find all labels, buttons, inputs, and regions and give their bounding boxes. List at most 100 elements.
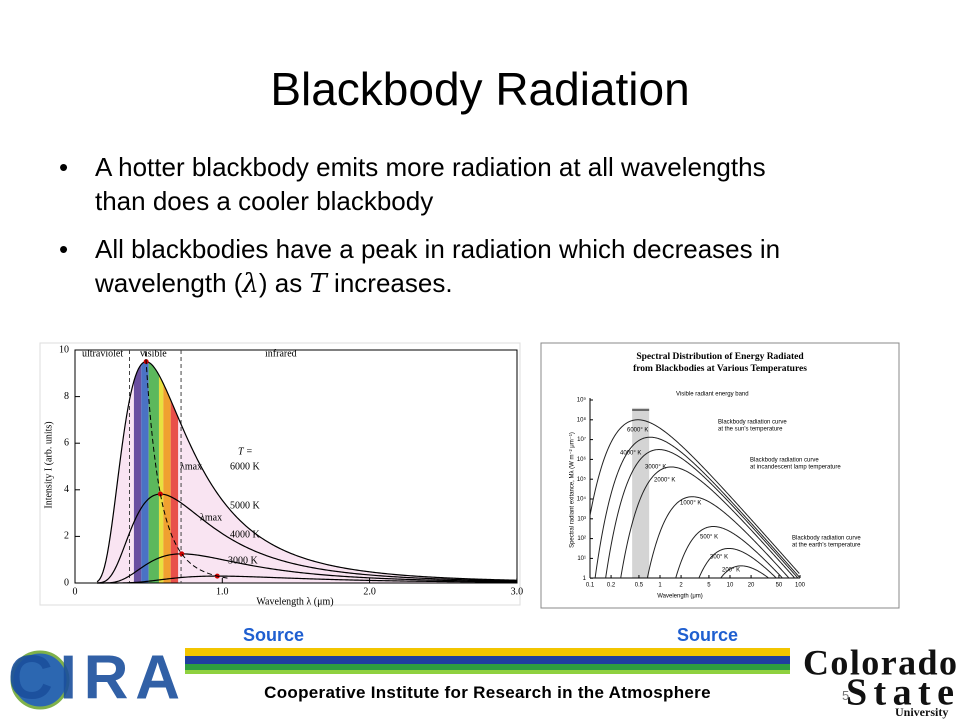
x-tick-label: 50: [776, 583, 783, 589]
visible-band: [158, 375, 164, 583]
logo-globe: [10, 650, 70, 710]
y-tick-label: 10⁴: [577, 496, 587, 503]
radiation-curve: [590, 419, 800, 574]
annotation: Blackbody radiation curve: [750, 458, 819, 464]
radiation-curve: [97, 575, 517, 584]
bullet-text: A hotter blackbody emits more radiation …: [95, 152, 766, 216]
y-tick-label: 10⁸: [577, 416, 587, 423]
x-tick-label: 2.0: [363, 586, 376, 597]
x-tick-label: 20: [748, 583, 755, 589]
bullet-text: ) as: [258, 268, 310, 298]
y-tick-label: 8: [64, 391, 69, 402]
annotation: at incandescent lamp temperature: [750, 465, 841, 471]
peak-label: λmax: [200, 512, 222, 523]
curve-label: 2000° K: [654, 478, 675, 484]
page-number: 5: [842, 688, 850, 703]
radiation-curve: [620, 466, 796, 578]
logo-left: CIRA: [8, 643, 180, 712]
radiation-curve: [675, 525, 784, 578]
y-tick-label: 10⁶: [577, 456, 587, 463]
visible-band: [148, 362, 159, 583]
x-tick-label: 10: [727, 583, 734, 589]
visible-band: [170, 400, 179, 583]
slide-title: Blackbody Radiation: [270, 63, 690, 115]
y-axis-label: Spectral radiant exitance, Mλ (W m⁻² μm⁻…: [570, 432, 576, 548]
figure-title: Spectral Distribution of Energy Radiated: [636, 352, 804, 362]
radiation-curve: [646, 496, 790, 578]
curve-label: 200° K: [722, 568, 740, 574]
x-axis-label: Wavelength (μm): [657, 594, 703, 600]
math-symbol: λ: [242, 269, 259, 299]
bullet: All blackbodies have a peak in radiation…: [59, 232, 815, 301]
curve-group: [590, 419, 800, 578]
footer-stripe: [185, 648, 790, 656]
plot-frame: [74, 349, 518, 584]
curve-label: 4000° K: [620, 451, 641, 457]
y-tick-label: 10⁹: [577, 397, 587, 404]
curve-label: 3000 K: [228, 555, 259, 566]
curve-label: 4000 K: [230, 529, 261, 540]
legend-title: T =: [238, 446, 253, 457]
curve-label: 6000° K: [627, 428, 648, 434]
y-tick-label: 0: [64, 577, 69, 588]
radiation-curve: [594, 436, 800, 578]
curve-label: 500° K: [700, 535, 718, 541]
y-tick-label: 10²: [577, 536, 586, 542]
x-tick-label: 100: [795, 583, 806, 589]
radiation-curve: [698, 547, 778, 578]
x-tick-label: 0.5: [635, 583, 644, 589]
radiation-curve: [97, 553, 517, 584]
region-label: infrared: [265, 348, 297, 359]
y-tick-label: 10⁵: [577, 476, 587, 483]
curve-label: 1000° K: [680, 501, 701, 507]
logo-right: University: [895, 705, 948, 719]
figure-frame: [540, 342, 900, 609]
bullet-list: A hotter blackbody emits more radiation …: [59, 150, 815, 315]
radiation-curve: [97, 493, 517, 584]
radiation-curve: [96, 361, 517, 583]
x-tick-label: 1: [658, 583, 662, 589]
y-tick-label: 10: [59, 344, 69, 355]
peak-locus: [143, 349, 228, 579]
visible-band: [141, 361, 149, 583]
x-tick-label: 2: [679, 583, 683, 589]
x-tick-label: 0: [73, 586, 78, 597]
y-tick-label: 1: [583, 576, 587, 582]
bullet: A hotter blackbody emits more radiation …: [59, 150, 815, 218]
peak-marker: [157, 491, 163, 497]
annotation: Blackbody radiation curve: [792, 536, 861, 542]
region-label: ultraviolet: [82, 348, 123, 359]
y-tick-label: 4: [64, 484, 69, 495]
peak-label: λmax: [180, 461, 202, 472]
math-symbol: T: [309, 269, 327, 299]
source-link[interactable]: Source: [677, 625, 739, 645]
x-tick-label: 0.1: [586, 583, 595, 589]
radiation-curve: [605, 449, 799, 578]
y-tick-label: 6: [64, 437, 69, 448]
curve-label: 5000 K: [230, 500, 261, 511]
curve-label: 300° K: [710, 555, 728, 561]
institute-name: Cooperative Institute for Research in th…: [264, 683, 711, 702]
x-tick-label: 0.2: [607, 583, 616, 589]
visible-band: [133, 364, 142, 583]
radiation-curve: [720, 565, 770, 578]
bullet-text: All blackbodies have a peak in radiation…: [95, 234, 781, 298]
annotation: at the sun's temperature: [718, 427, 783, 433]
y-tick-label: 10¹: [577, 556, 586, 562]
annotation: Blackbody radiation curve: [718, 420, 787, 426]
region-label: visible: [140, 348, 167, 359]
source-link[interactable]: Source: [243, 625, 305, 645]
bullet-text: increases.: [326, 268, 453, 298]
area-under-curve: [97, 361, 517, 583]
x-axis-label: Wavelength λ (μm): [256, 596, 333, 607]
footer-stripe: [185, 670, 790, 674]
x-tick-label: 5: [707, 583, 711, 589]
annotation: at the earth's temperature: [792, 543, 861, 549]
y-tick-label: 10³: [577, 516, 586, 522]
footer-stripe: [185, 664, 790, 670]
footer-stripe: [185, 656, 790, 664]
x-tick-label: 1.0: [216, 586, 229, 597]
curve-label: 6000 K: [230, 461, 261, 472]
